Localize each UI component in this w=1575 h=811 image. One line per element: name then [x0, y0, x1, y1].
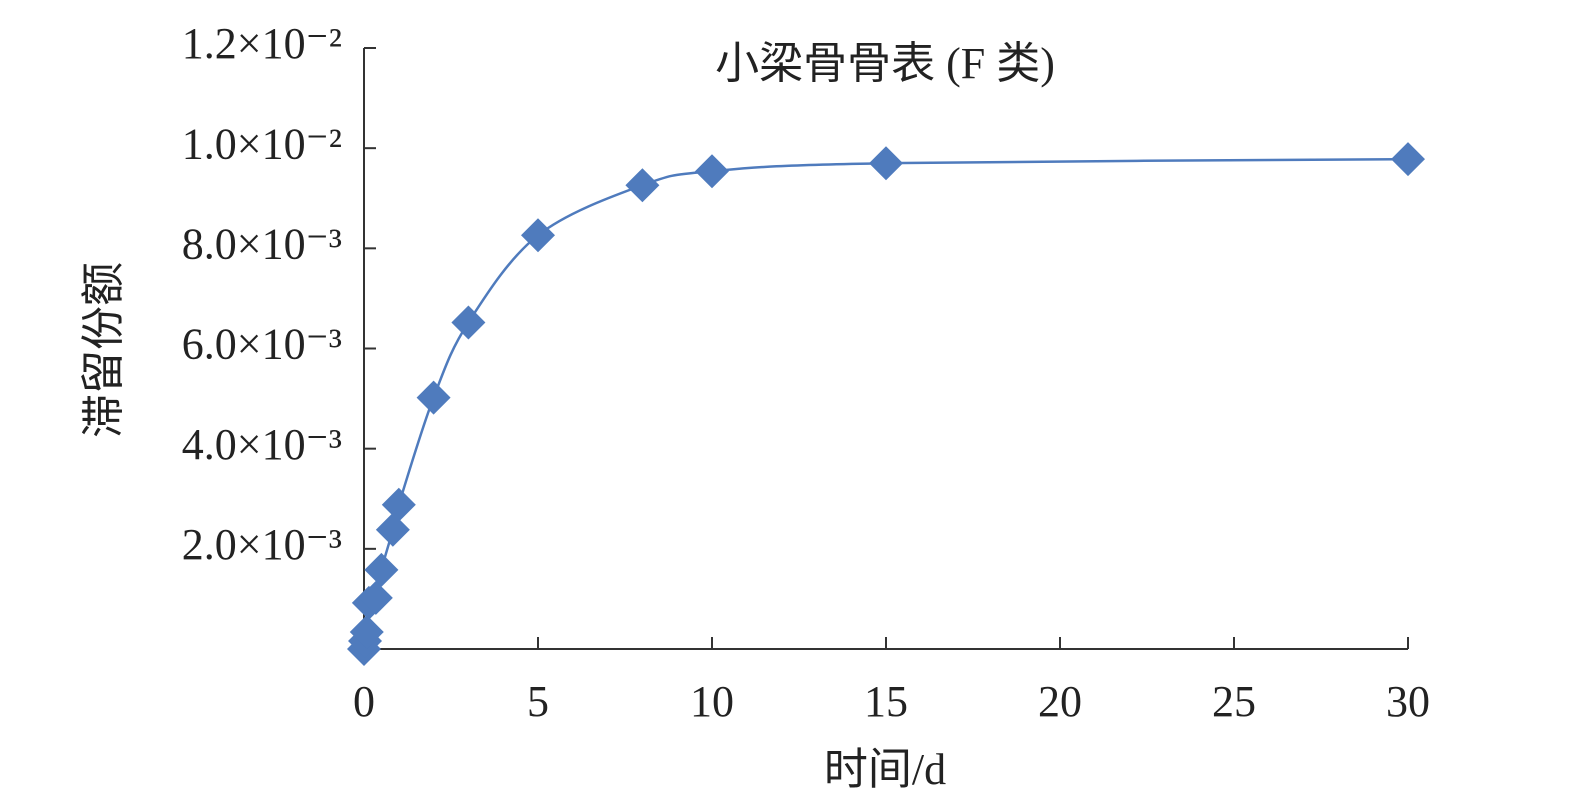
x-tick-label: 30	[1386, 677, 1430, 726]
point	[381, 487, 416, 522]
point	[349, 614, 384, 649]
x-tick-label: 25	[1212, 677, 1256, 726]
x-axis-label: 时间/d	[824, 745, 946, 794]
point	[1391, 142, 1425, 177]
y-tick-label: 8.0×10⁻³	[182, 219, 342, 268]
point	[451, 305, 486, 340]
x-tick-label: 20	[1038, 677, 1082, 726]
y-tick-label: 1.0×10⁻²	[182, 119, 342, 168]
x-tick-label: 10	[690, 677, 734, 726]
chart-title: 小梁骨骨表 (F 类)	[715, 39, 1055, 88]
x-tick-label: 5	[527, 677, 549, 726]
y-axis-label: 滞留份额	[79, 262, 128, 438]
y-tick-label: 4.0×10⁻³	[182, 420, 342, 469]
y-tick-label: 6.0×10⁻³	[182, 320, 342, 369]
fit-line	[362, 157, 1409, 650]
y-tick-label: 1.2×10⁻²	[182, 19, 342, 68]
point	[375, 512, 410, 547]
point	[358, 580, 393, 615]
point	[416, 380, 451, 415]
point	[521, 218, 555, 253]
point	[364, 552, 399, 587]
y-tick-label: 2.0×10⁻³	[182, 520, 342, 569]
point	[695, 154, 729, 189]
point	[625, 168, 660, 203]
point	[869, 146, 903, 181]
x-tick-label: 0	[353, 677, 375, 726]
x-tick-label: 15	[864, 677, 908, 726]
